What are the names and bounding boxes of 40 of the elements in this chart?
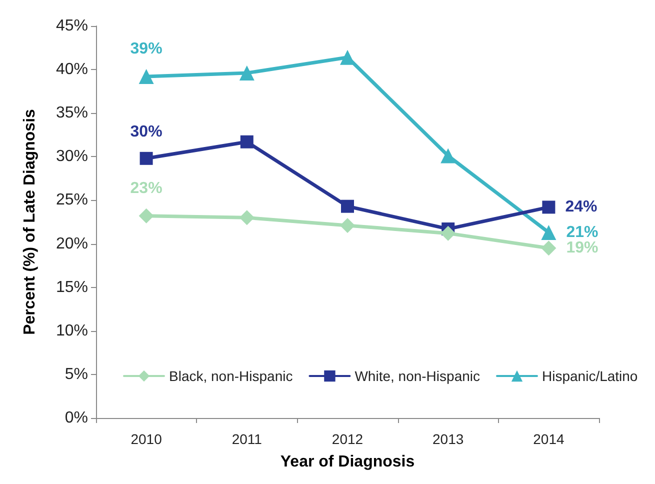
legend-label: Hispanic/Latino [542, 368, 638, 384]
point [341, 200, 354, 213]
point [440, 148, 456, 164]
y-tick-label: 0% [64, 410, 88, 426]
point [440, 226, 456, 241]
x-tick-label: 2013 [432, 431, 464, 447]
legend-label: White, non-Hispanic [354, 368, 480, 384]
legend-label: Black, non-Hispanic [169, 368, 293, 384]
y-tick-label: 15% [56, 278, 88, 296]
y-tick-label: 20% [56, 235, 88, 252]
point [340, 50, 355, 65]
x-tick-label: 2014 [533, 431, 564, 447]
data-label: 21% [566, 224, 598, 241]
point [542, 200, 556, 214]
y-tick-label: 35% [56, 104, 88, 122]
y-tick-label: 10% [56, 322, 88, 340]
point [239, 66, 254, 81]
point [240, 135, 254, 148]
data-label: 30% [130, 123, 162, 140]
y-tick-label: 30% [56, 148, 88, 166]
x-tick-label: 2010 [130, 431, 162, 447]
point [239, 210, 254, 226]
x-tick-label: 2012 [332, 431, 364, 447]
data-label: 19% [566, 240, 598, 257]
y-axis-title: Percent (%) of Late Diagnosis [22, 108, 38, 335]
y-tick-label: 5% [64, 366, 88, 383]
point [541, 224, 556, 240]
y-tick-label: 25% [56, 192, 88, 209]
data-label: 23% [130, 180, 162, 197]
x-axis-title: Year of Diagnosis [280, 454, 415, 470]
y-tick-label: 40% [56, 61, 88, 78]
point [138, 208, 154, 224]
x-tick-label: 2011 [232, 431, 262, 447]
data-label: 24% [565, 198, 598, 216]
point [340, 218, 355, 233]
point [541, 240, 556, 256]
point [138, 69, 154, 84]
y-tick-label: 45% [56, 18, 88, 34]
data-label: 39% [130, 40, 162, 58]
point [140, 152, 153, 165]
